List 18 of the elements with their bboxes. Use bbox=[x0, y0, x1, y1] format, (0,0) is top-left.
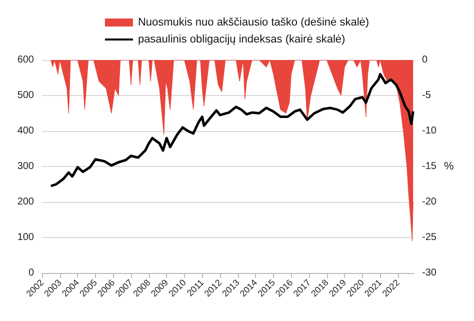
y2-tick-label: -10 bbox=[422, 126, 437, 136]
legend-label: pasaulinis obligacijų indeksas (kairė skalė) bbox=[138, 34, 346, 46]
y2-tick-label: -5 bbox=[422, 90, 432, 101]
y-tick-label: 400 bbox=[17, 126, 34, 136]
y2-tick-label: -15 bbox=[422, 161, 437, 172]
y2-tick-label: 0 bbox=[422, 54, 428, 66]
y-tick-label: 500 bbox=[17, 90, 34, 101]
y2-tick-label: -20 bbox=[422, 196, 437, 208]
y2-axis-title: % bbox=[444, 160, 454, 172]
line-series bbox=[50, 72, 414, 188]
y-tick-label: 600 bbox=[17, 54, 34, 66]
y-tick-label: 100 bbox=[17, 232, 34, 243]
y-tick-label: 200 bbox=[17, 196, 34, 208]
y2-tick-label: -25 bbox=[422, 232, 437, 243]
y-tick-label: 0 bbox=[28, 268, 34, 278]
legend-label: Nuosmukis nuo akščiausio taško (dešinė skalė) bbox=[138, 16, 370, 28]
y-tick-label: 300 bbox=[17, 161, 34, 172]
y2-tick-label: -30 bbox=[422, 268, 437, 278]
